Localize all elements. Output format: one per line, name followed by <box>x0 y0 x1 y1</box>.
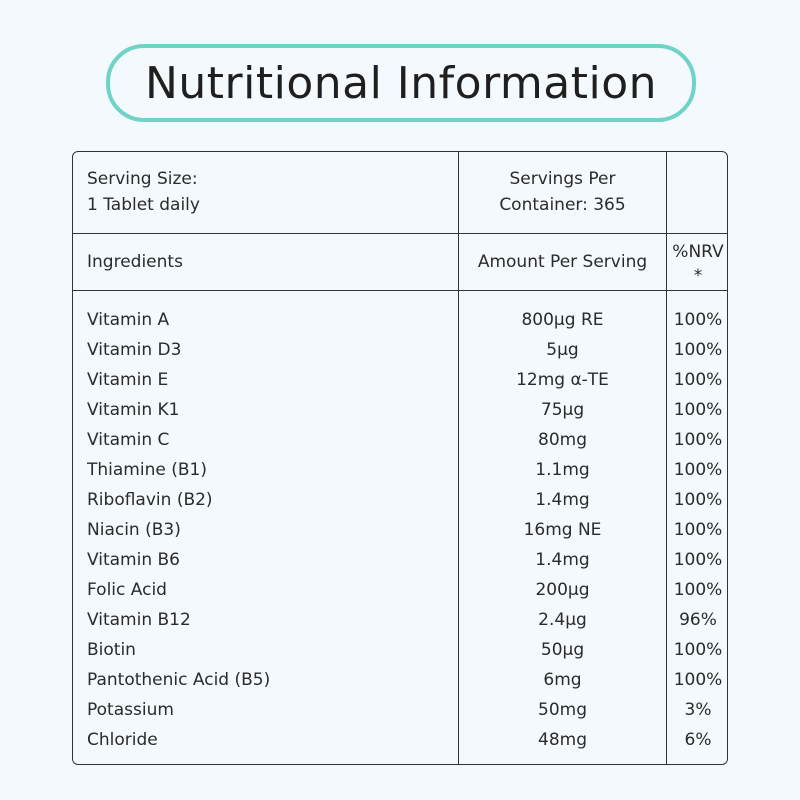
table-row: Biotin 50µg 100% <box>73 635 727 665</box>
table-row: Chloride 48mg 6% <box>73 725 727 755</box>
ingredient-amount: 2.4µg <box>538 610 587 630</box>
ingredient-name: Vitamin B6 <box>87 550 181 570</box>
ingredient-name: Vitamin A <box>87 310 170 330</box>
serving-size-value: 1 Tablet daily <box>87 195 200 215</box>
ingredient-nrv: 100% <box>673 520 723 540</box>
ingredient-nrv: 100% <box>673 400 723 420</box>
ingredient-name: Niacin (B3) <box>87 520 181 540</box>
ingredient-amount: 1.4mg <box>535 490 590 510</box>
ingredient-amount: 1.4mg <box>535 550 590 570</box>
ingredient-nrv: 96% <box>679 610 717 630</box>
table-row: Vitamin E 12mg α-TE 100% <box>73 365 727 395</box>
nutrition-table: Serving Size: 1 Tablet daily Servings Pe… <box>72 151 728 765</box>
ingredient-name: Thiamine (B1) <box>87 460 207 480</box>
ingredient-name: Folic Acid <box>87 580 167 600</box>
table-row: Potassium 50mg 3% <box>73 695 727 725</box>
ingredient-nrv: 100% <box>673 550 723 570</box>
table-row: Niacin (B3) 16mg NE 100% <box>73 515 727 545</box>
ingredient-nrv: 100% <box>673 490 723 510</box>
ingredient-name: Biotin <box>87 640 136 660</box>
nrv-label: %NRV <box>672 242 724 262</box>
ingredient-name: Pantothenic Acid (B5) <box>87 670 271 690</box>
column-divider <box>458 152 459 764</box>
ingredient-amount: 16mg NE <box>523 520 602 540</box>
ingredient-nrv: 3% <box>684 700 712 720</box>
ingredient-amount: 50µg <box>540 640 585 660</box>
ingredient-amount: 12mg α-TE <box>516 370 609 390</box>
column-header-nrv: %NRV * <box>667 240 727 288</box>
table-row: Vitamin B12 2.4µg 96% <box>73 605 727 635</box>
table-row: Folic Acid 200µg 100% <box>73 575 727 605</box>
servings-per-label: Servings Per <box>509 169 616 189</box>
ingredient-nrv: 100% <box>673 670 723 690</box>
ingredient-nrv: 100% <box>673 580 723 600</box>
table-row: Vitamin C 80mg 100% <box>73 425 727 455</box>
row-divider <box>73 233 727 234</box>
ingredient-name: Vitamin D3 <box>87 340 182 360</box>
ingredient-amount: 80mg <box>538 430 587 450</box>
ingredient-name: Vitamin K1 <box>87 400 180 420</box>
servings-per-container: Servings Per Container: 365 <box>459 166 666 218</box>
ingredient-amount: 50mg <box>538 700 587 720</box>
ingredient-nrv: 100% <box>673 640 723 660</box>
column-divider <box>666 152 667 764</box>
serving-size-label: Serving Size: <box>87 169 198 189</box>
ingredient-amount: 200µg <box>535 580 590 600</box>
table-row: Vitamin D3 5µg 100% <box>73 335 727 365</box>
ingredient-amount: 800µg RE <box>521 310 604 330</box>
ingredient-nrv: 100% <box>673 340 723 360</box>
ingredient-amount: 75µg <box>540 400 585 420</box>
table-row: Vitamin K1 75µg 100% <box>73 395 727 425</box>
ingredient-amount: 1.1mg <box>535 460 590 480</box>
row-divider <box>73 290 727 291</box>
ingredient-name: Riboflavin (B2) <box>87 490 213 510</box>
ingredient-nrv: 100% <box>673 460 723 480</box>
nrv-footnote-mark: * <box>693 266 703 286</box>
column-header-ingredients: Ingredients <box>87 252 183 272</box>
column-header-amount: Amount Per Serving <box>477 252 648 272</box>
ingredient-nrv: 6% <box>684 730 712 750</box>
serving-size: Serving Size: 1 Tablet daily <box>87 166 200 218</box>
servings-per-value: Container: 365 <box>499 195 626 215</box>
ingredient-name: Vitamin B12 <box>87 610 191 630</box>
table-row: Vitamin A 800µg RE 100% <box>73 305 727 335</box>
table-row: Pantothenic Acid (B5) 6mg 100% <box>73 665 727 695</box>
ingredient-name: Chloride <box>87 730 158 750</box>
ingredient-amount: 48mg <box>538 730 587 750</box>
ingredient-name: Potassium <box>87 700 174 720</box>
ingredient-amount: 6mg <box>543 670 582 690</box>
page-title: Nutritional Information <box>106 44 696 122</box>
ingredient-name: Vitamin C <box>87 430 170 450</box>
table-row: Vitamin B6 1.4mg 100% <box>73 545 727 575</box>
ingredient-list: Vitamin A 800µg RE 100% Vitamin D3 5µg 1… <box>73 305 727 755</box>
ingredient-nrv: 100% <box>673 310 723 330</box>
table-row: Riboflavin (B2) 1.4mg 100% <box>73 485 727 515</box>
ingredient-nrv: 100% <box>673 430 723 450</box>
ingredient-name: Vitamin E <box>87 370 169 390</box>
ingredient-amount: 5µg <box>546 340 579 360</box>
table-row: Thiamine (B1) 1.1mg 100% <box>73 455 727 485</box>
ingredient-nrv: 100% <box>673 370 723 390</box>
